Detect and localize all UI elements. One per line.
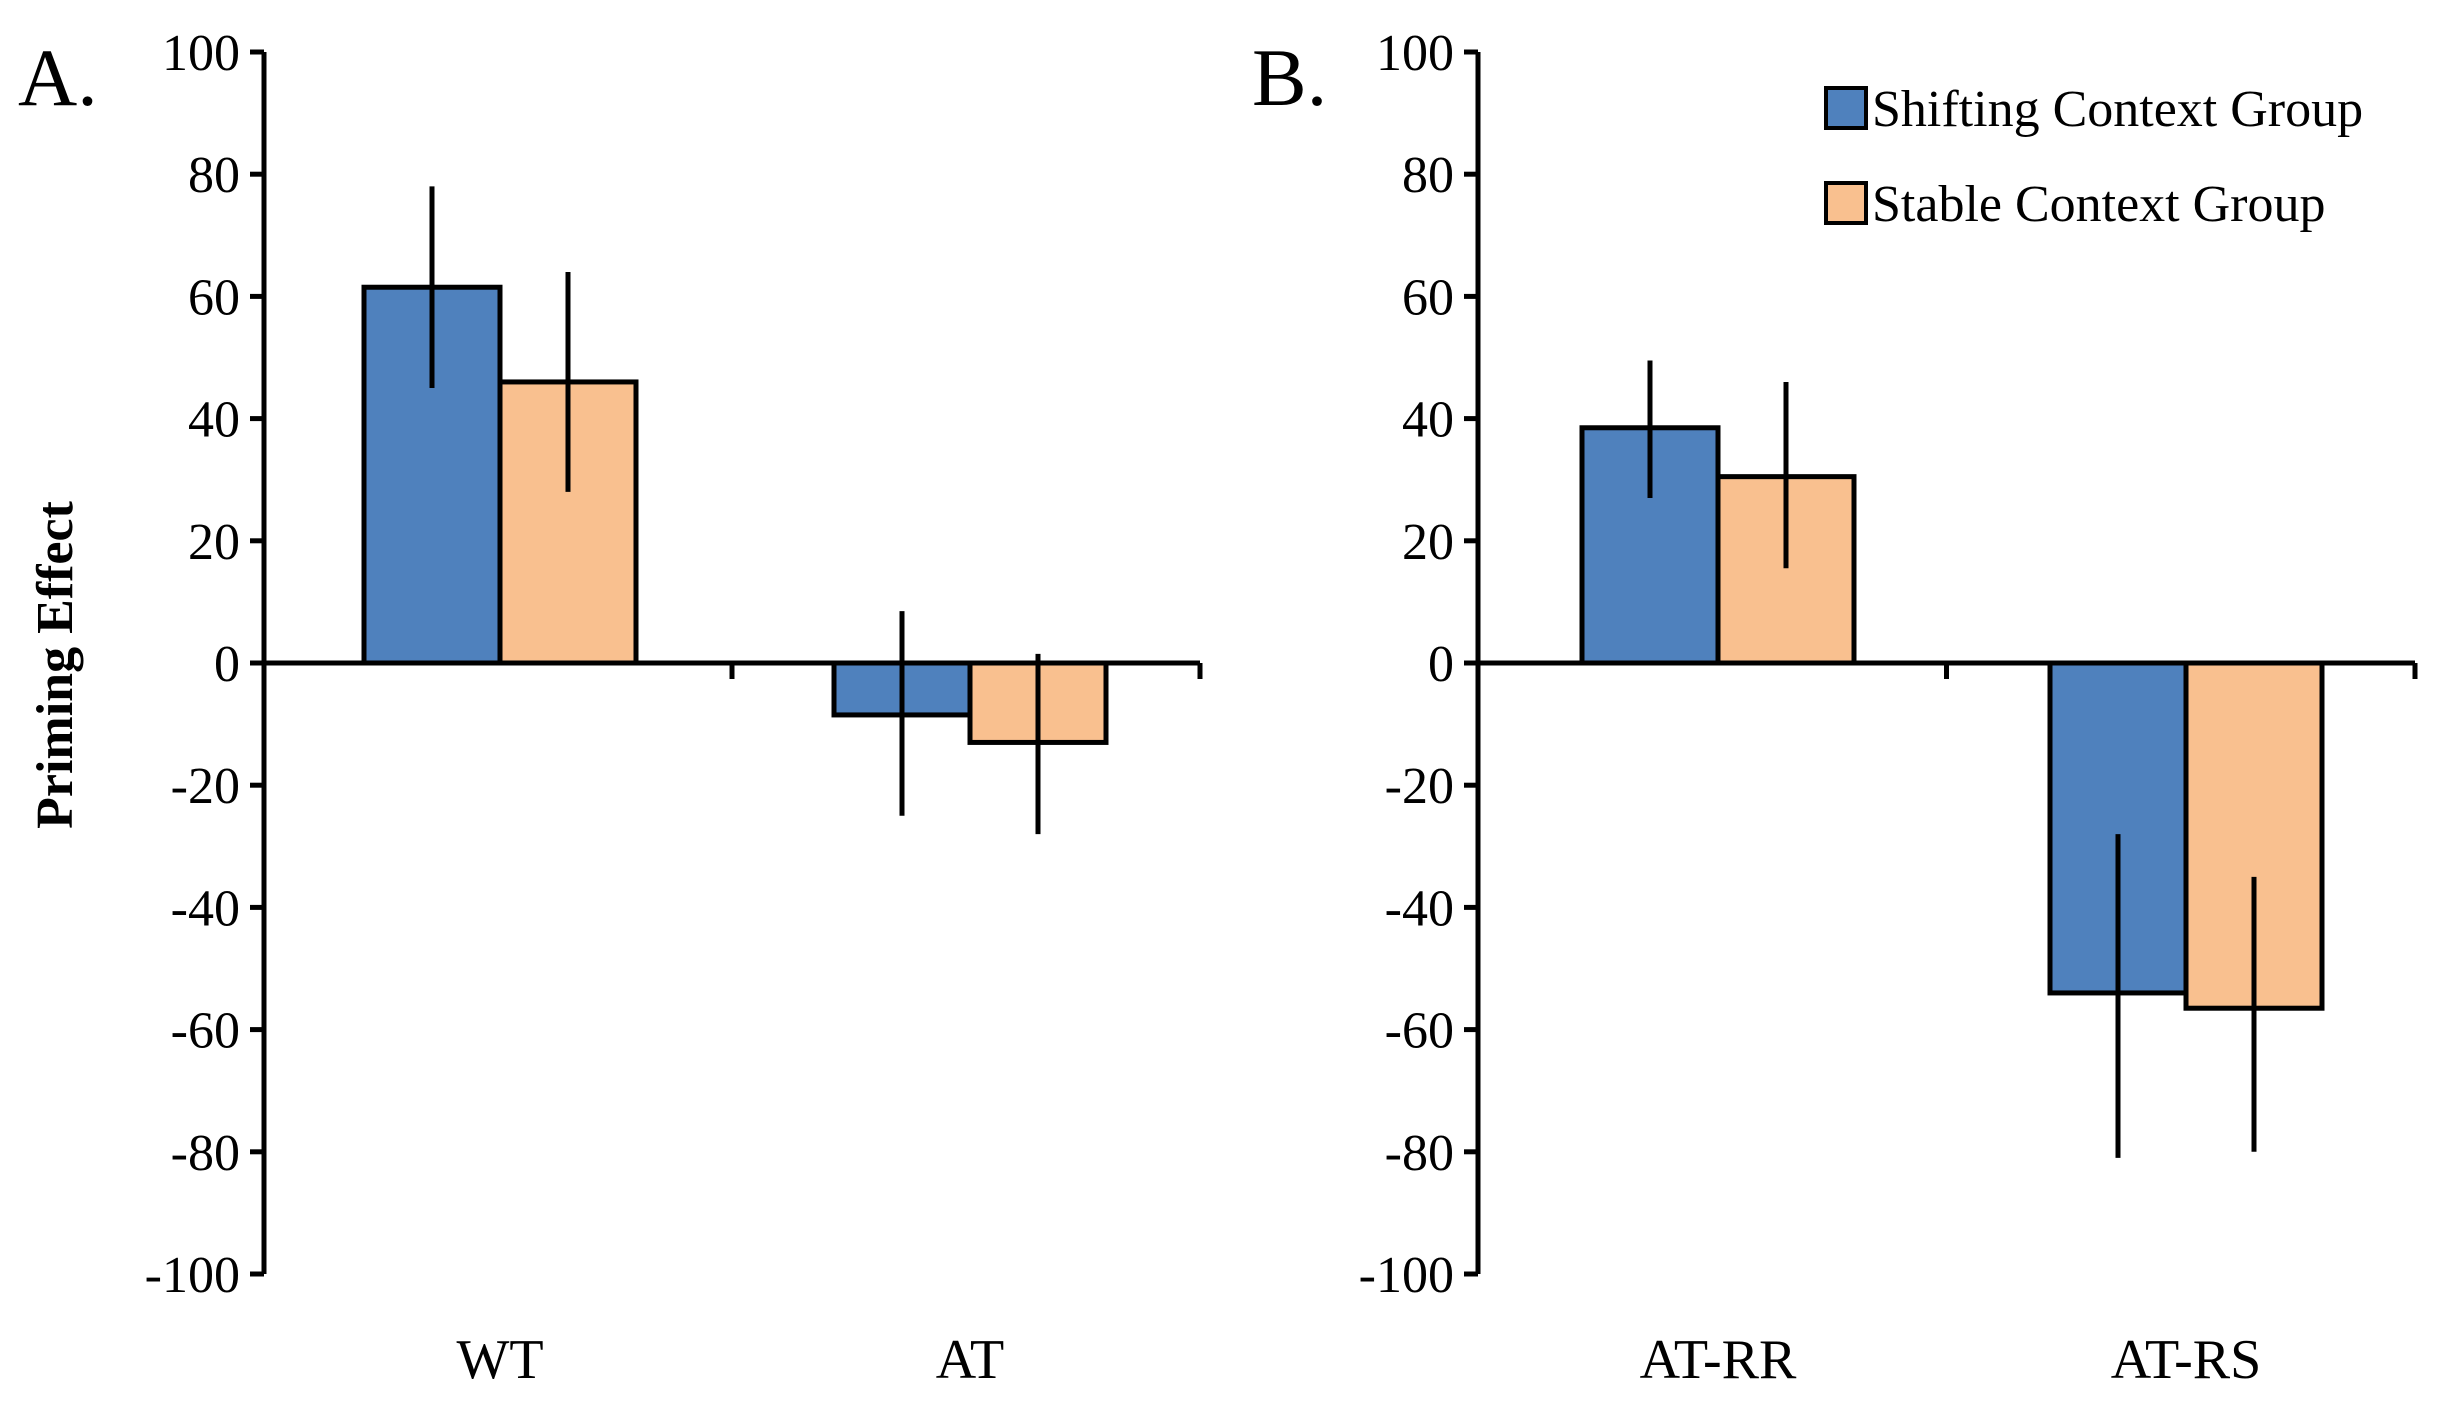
y-tick-label: -60 bbox=[171, 1003, 240, 1060]
y-tick-label: -80 bbox=[1385, 1125, 1454, 1182]
y-tick-label: -40 bbox=[171, 880, 240, 937]
y-tick-label: 40 bbox=[1402, 392, 1454, 449]
y-tick-label: 60 bbox=[1402, 269, 1454, 326]
y-axis-label: Priming Effect bbox=[27, 500, 84, 828]
category-label: AT-RS bbox=[2111, 1329, 2261, 1391]
legend-label: Stable Context Group bbox=[1872, 176, 2326, 233]
y-tick-label: -80 bbox=[171, 1125, 240, 1182]
y-tick-label: 40 bbox=[188, 392, 240, 449]
y-tick-label: 100 bbox=[162, 25, 240, 82]
y-tick-label: 0 bbox=[1428, 636, 1454, 693]
category-label: AT-RR bbox=[1640, 1329, 1797, 1391]
y-tick-label: 80 bbox=[1402, 147, 1454, 204]
category-label: WT bbox=[456, 1329, 543, 1391]
y-tick-label: 20 bbox=[1402, 514, 1454, 571]
y-tick-label: 80 bbox=[188, 147, 240, 204]
y-tick-label: -60 bbox=[1385, 1003, 1454, 1060]
y-tick-label: 100 bbox=[1376, 25, 1454, 82]
panel-a: A. 100 80 60 40 20 0 -20 -40 -60 -80 -100 WT AT bbox=[18, 25, 1203, 1391]
category-label: AT bbox=[936, 1329, 1004, 1391]
y-tick-label: 60 bbox=[188, 269, 240, 326]
legend-swatch bbox=[1824, 181, 1868, 225]
legend: Shifting Context Group Stable Context Gro… bbox=[1824, 81, 2363, 233]
legend-label: Shifting Context Group bbox=[1872, 81, 2363, 138]
panel-label: A. bbox=[18, 32, 98, 123]
y-tick-label: -20 bbox=[1385, 758, 1454, 815]
y-tick-label: -100 bbox=[145, 1247, 240, 1304]
legend-swatch bbox=[1824, 86, 1868, 130]
y-tick-label: 0 bbox=[214, 636, 240, 693]
y-tick-label: 20 bbox=[188, 514, 240, 571]
y-tick-label: -20 bbox=[171, 758, 240, 815]
y-tick-label: -100 bbox=[1359, 1247, 1454, 1304]
bar bbox=[1579, 425, 1721, 666]
panel-b: B. 100 80 60 40 20 0 -20 -40 -60 -80 -100 AT-RR AT-RS bbox=[1252, 25, 2418, 1391]
y-tick-label: -40 bbox=[1385, 880, 1454, 937]
panel-label: B. bbox=[1252, 32, 1327, 123]
